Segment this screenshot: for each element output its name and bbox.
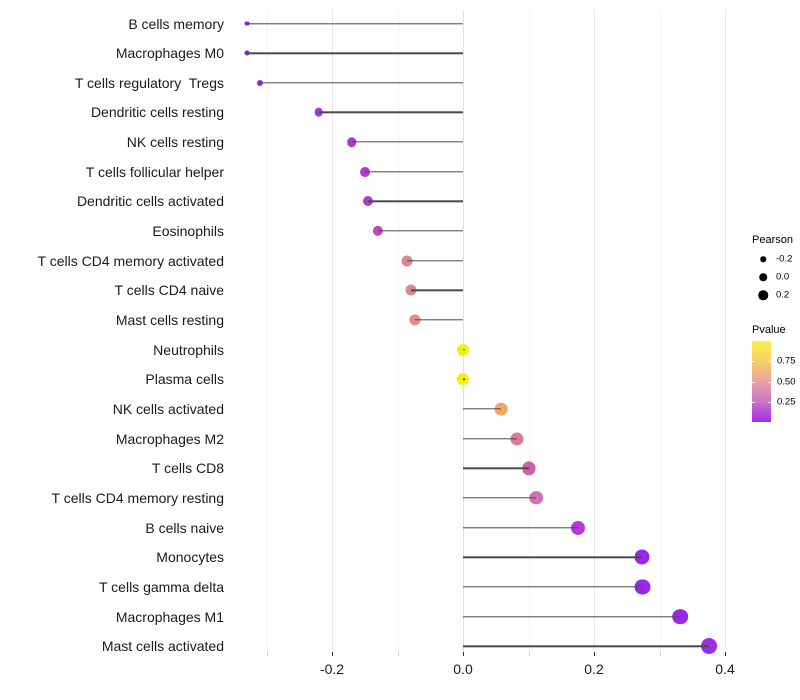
stem-line — [377, 230, 463, 232]
category-label: NK cells activated — [112, 400, 224, 417]
x-axis-minor-tick — [659, 652, 661, 656]
stem-line — [463, 467, 529, 469]
category-label: Monocytes — [156, 549, 224, 566]
category-label: Neutrophils — [153, 341, 224, 358]
data-point-dot — [529, 491, 544, 505]
x-axis-tick — [725, 652, 726, 656]
stem-line — [463, 556, 642, 558]
x-axis-minor-tick — [266, 652, 268, 656]
size-legend-label: -0.2 — [776, 253, 793, 265]
x-axis-tick — [594, 652, 595, 656]
category-label: Plasma cells — [145, 371, 224, 388]
size-legend-label: 0.2 — [776, 289, 790, 301]
stem-line — [364, 171, 463, 173]
data-point-dot — [570, 520, 585, 535]
major-gridline — [725, 10, 726, 652]
colorbar-notch — [752, 381, 755, 383]
x-axis-tick-label: -0.2 — [319, 661, 345, 677]
colorbar-tick-label: 0.75 — [777, 355, 796, 367]
category-label: NK cells resting — [126, 134, 224, 151]
x-axis-tick-label: 0.2 — [584, 661, 604, 677]
category-label: T cells regulatory Tregs — [74, 74, 224, 91]
colorbar-notch — [768, 361, 771, 363]
stem-line — [463, 408, 501, 410]
category-label: Macrophages M2 — [115, 430, 224, 447]
colorbar-tick-label: 0.25 — [777, 396, 796, 408]
colorbar-notch — [752, 401, 755, 403]
data-point-dot — [700, 638, 717, 655]
stem-line — [463, 348, 465, 351]
data-point-dot — [672, 608, 689, 625]
category-label: Mast cells resting — [115, 312, 224, 328]
colorbar-notch — [768, 381, 771, 383]
stem-line — [463, 378, 465, 380]
stem-line — [351, 141, 463, 143]
minor-gridline — [266, 10, 268, 652]
zero-gridline — [463, 10, 464, 652]
size-legend-dot — [759, 273, 767, 281]
x-axis-tick-label: 0.0 — [453, 661, 473, 677]
category-label: B cells memory — [128, 15, 224, 32]
data-point-dot — [494, 402, 508, 416]
stem-line — [410, 289, 463, 292]
color-legend-title: Pvalue — [752, 324, 786, 336]
stem-line — [463, 645, 709, 647]
stem-line — [415, 319, 463, 321]
stem-line — [463, 615, 681, 618]
category-label: T cells follicular helper — [85, 163, 224, 180]
major-gridline — [332, 10, 333, 652]
category-label: Dendritic cells activated — [76, 193, 224, 210]
colorbar-tick-label: 0.50 — [777, 376, 796, 387]
stem-line — [463, 437, 518, 440]
pvalue-colorbar — [752, 341, 771, 422]
x-axis-tick-label: 0.4 — [715, 661, 735, 677]
x-axis-minor-tick — [528, 652, 530, 656]
major-gridline — [594, 10, 595, 652]
colorbar-notch — [752, 361, 755, 363]
size-legend-dot — [760, 256, 766, 262]
stem-line — [368, 200, 463, 203]
data-point-dot — [634, 579, 650, 595]
size-legend-dot — [758, 290, 768, 300]
x-axis-minor-tick — [397, 652, 399, 656]
stem-line — [246, 52, 463, 54]
category-label: Mast cells activated — [101, 638, 224, 655]
category-label: B cells naive — [145, 519, 224, 536]
x-axis-tick — [463, 652, 464, 656]
stem-line — [259, 82, 463, 84]
category-label: Eosinophils — [152, 223, 224, 240]
stem-line — [318, 111, 463, 114]
colorbar-notch — [768, 401, 771, 403]
category-label: T cells CD8 — [151, 460, 224, 477]
data-point-dot — [634, 549, 650, 565]
data-point-dot — [510, 432, 524, 446]
data-point-dot — [521, 461, 536, 475]
minor-gridline — [397, 10, 399, 652]
x-axis-tick — [332, 652, 333, 656]
category-label: T cells gamma delta — [98, 578, 224, 595]
size-legend-label: 0.0 — [776, 271, 790, 283]
stem-line — [463, 586, 643, 588]
category-label: T cells CD4 memory resting — [51, 489, 224, 506]
size-legend-title: Pearson — [752, 234, 793, 246]
minor-gridline — [659, 10, 661, 652]
category-label: T cells CD4 naive — [114, 282, 224, 299]
stem-line — [246, 22, 463, 25]
stem-line — [407, 259, 463, 262]
category-label: T cells CD4 memory activated — [37, 252, 224, 269]
stem-line — [463, 497, 537, 499]
category-label: Dendritic cells resting — [90, 104, 224, 121]
minor-gridline — [528, 10, 530, 652]
stem-line — [463, 526, 578, 529]
category-label: Macrophages M1 — [115, 608, 224, 625]
category-label: Macrophages M0 — [115, 45, 224, 62]
